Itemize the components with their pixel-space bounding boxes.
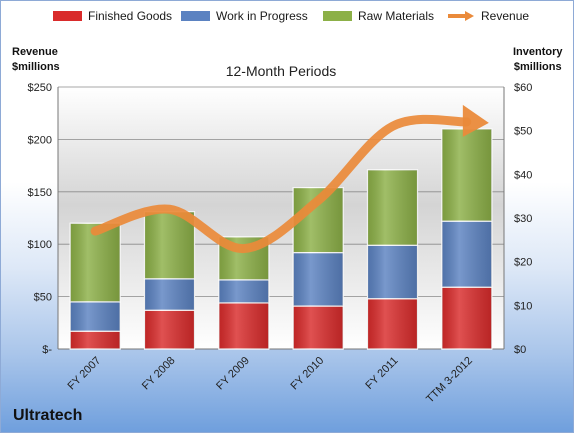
x-tick-label: FY 2010 <box>289 355 327 393</box>
bar-shine <box>367 245 418 299</box>
legend-item-finished-goods: Finished Goods <box>53 9 172 23</box>
legend-label-revenue: Revenue <box>481 9 530 23</box>
bar-shine <box>293 252 344 307</box>
right-tick-label: $20 <box>514 257 532 269</box>
chart-title: 12-Month Periods <box>226 63 337 79</box>
right-tick-label: $60 <box>514 82 532 94</box>
revenue-line <box>90 114 472 254</box>
bar-shine <box>441 128 492 222</box>
legend: Finished Goods Work in Progress Raw Mate… <box>1 9 573 29</box>
bar-shine <box>367 169 418 246</box>
legend-swatch-raw-materials <box>323 11 352 21</box>
right-axis-title-line1: Inventory <box>513 46 563 58</box>
bar-shine <box>293 306 344 349</box>
bar-shine <box>70 301 121 332</box>
left-axis-title: Revenue $millions <box>12 45 60 75</box>
bar-shine <box>70 223 121 302</box>
x-tick-label: TTM 3-2012 <box>424 355 475 406</box>
company-name: Ultratech <box>13 407 83 424</box>
bar-shine <box>441 287 492 349</box>
left-tick-label: $250 <box>28 82 52 94</box>
legend-label-raw-materials: Raw Materials <box>358 9 435 23</box>
right-tick-label: $10 <box>514 300 532 312</box>
bar-shine <box>218 279 269 303</box>
bar-shine <box>218 302 269 349</box>
x-tick-label: FY 2007 <box>66 355 104 393</box>
bar-shine <box>367 298 418 349</box>
x-tick-label: FY 2011 <box>363 355 400 392</box>
bar-shine <box>144 211 195 279</box>
legend-label-finished-goods: Finished Goods <box>88 9 173 23</box>
bar-shine <box>70 331 121 349</box>
legend-line-revenue <box>447 10 475 22</box>
left-tick-label: $200 <box>28 134 52 146</box>
right-tick-label: $50 <box>514 126 532 138</box>
legend-swatch-finished-goods <box>53 11 82 21</box>
left-tick-label: $100 <box>28 239 52 251</box>
x-tick-label: FY 2009 <box>214 355 252 393</box>
legend-item-raw-materials: Raw Materials <box>323 9 434 23</box>
bar-shine <box>144 310 195 349</box>
right-tick-label: $0 <box>514 344 526 356</box>
right-axis-title: Inventory $millions <box>513 45 563 75</box>
legend-item-revenue: Revenue <box>447 9 529 23</box>
legend-label-work-in-progress: Work in Progress <box>216 9 308 23</box>
left-tick-label: $- <box>42 344 52 356</box>
bar-shine <box>441 221 492 288</box>
right-tick-label: $40 <box>514 169 532 181</box>
revenue-arrowhead <box>462 104 489 137</box>
left-tick-label: $50 <box>34 292 52 304</box>
left-tick-label: $150 <box>28 187 52 199</box>
legend-swatch-work-in-progress <box>181 11 210 21</box>
x-tick-label: FY 2008 <box>140 355 178 393</box>
left-axis-title-line1: Revenue <box>12 46 58 58</box>
right-axis-title-line2: $millions <box>513 61 562 73</box>
legend-item-work-in-progress: Work in Progress <box>181 9 308 23</box>
bar-shine <box>144 278 195 311</box>
left-axis-title-line2: $millions <box>12 61 60 73</box>
right-tick-label: $30 <box>514 213 532 225</box>
